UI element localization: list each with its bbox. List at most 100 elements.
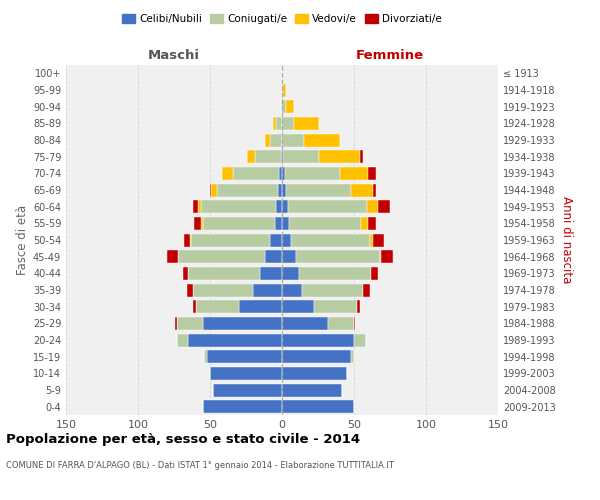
Bar <box>188 334 282 346</box>
Bar <box>380 250 382 263</box>
Bar <box>283 150 319 163</box>
Bar <box>282 234 290 246</box>
Bar <box>260 267 282 280</box>
Bar <box>204 350 207 363</box>
Bar <box>178 250 265 263</box>
Bar <box>191 234 271 246</box>
Bar <box>274 117 276 130</box>
Bar <box>193 300 196 313</box>
Bar <box>285 167 340 180</box>
Bar <box>367 200 379 213</box>
Bar <box>217 184 278 196</box>
Bar <box>354 334 365 346</box>
Bar <box>351 184 373 196</box>
Bar <box>282 384 343 396</box>
Bar <box>357 300 360 313</box>
Bar <box>221 167 233 180</box>
Bar <box>282 300 314 313</box>
Bar <box>283 84 286 96</box>
Bar <box>282 184 286 196</box>
Bar <box>302 284 362 296</box>
Bar <box>371 267 379 280</box>
Bar <box>282 217 289 230</box>
Bar <box>282 84 283 96</box>
Bar <box>278 184 282 196</box>
Bar <box>199 200 202 213</box>
Bar <box>360 150 362 163</box>
Bar <box>265 250 282 263</box>
Bar <box>282 267 299 280</box>
Bar <box>328 317 354 330</box>
Bar <box>182 267 188 280</box>
Text: Femmine: Femmine <box>356 48 424 62</box>
Bar <box>175 317 177 330</box>
Bar <box>184 234 190 246</box>
Bar <box>282 317 328 330</box>
Bar <box>193 284 253 296</box>
Bar <box>354 317 355 330</box>
Bar <box>177 334 188 346</box>
Bar <box>276 200 282 213</box>
Bar <box>202 217 203 230</box>
Bar <box>281 150 282 163</box>
Bar <box>203 317 282 330</box>
Bar <box>193 200 199 213</box>
Bar <box>282 150 283 163</box>
Bar <box>271 234 282 246</box>
Bar <box>368 167 376 180</box>
Bar <box>282 350 351 363</box>
Bar <box>290 234 370 246</box>
Bar <box>187 284 193 296</box>
Bar <box>293 117 319 130</box>
Bar <box>239 300 282 313</box>
Bar <box>282 167 285 180</box>
Bar <box>282 367 347 380</box>
Bar <box>271 134 282 146</box>
Bar <box>282 100 286 113</box>
Bar <box>276 117 282 130</box>
Bar <box>202 200 276 213</box>
Bar <box>196 300 239 313</box>
Bar <box>286 184 351 196</box>
Bar <box>282 334 354 346</box>
Bar <box>288 200 367 213</box>
Y-axis label: Fasce di età: Fasce di età <box>16 205 29 275</box>
Bar <box>299 267 371 280</box>
Bar <box>213 384 282 396</box>
Bar <box>233 167 279 180</box>
Bar <box>282 400 354 413</box>
Bar <box>177 317 203 330</box>
Bar <box>203 400 282 413</box>
Bar <box>210 184 211 196</box>
Bar <box>247 150 254 163</box>
Bar <box>281 100 282 113</box>
Y-axis label: Anni di nascita: Anni di nascita <box>560 196 573 284</box>
Text: COMUNE DI FARRA D'ALPAGO (BL) - Dati ISTAT 1° gennaio 2014 - Elaborazione TUTTIT: COMUNE DI FARRA D'ALPAGO (BL) - Dati IST… <box>6 460 394 469</box>
Bar <box>275 217 282 230</box>
Bar <box>265 134 271 146</box>
Bar <box>253 284 282 296</box>
Bar <box>282 117 293 130</box>
Bar <box>282 284 302 296</box>
Bar <box>289 217 361 230</box>
Bar <box>370 234 373 246</box>
Bar <box>362 284 370 296</box>
Bar <box>361 217 368 230</box>
Bar <box>203 217 275 230</box>
Bar <box>296 250 380 263</box>
Bar <box>379 200 390 213</box>
Bar <box>188 267 260 280</box>
Bar <box>286 100 293 113</box>
Bar <box>351 350 354 363</box>
Bar <box>210 367 282 380</box>
Bar <box>190 234 191 246</box>
Bar <box>314 300 357 313</box>
Text: Popolazione per età, sesso e stato civile - 2014: Popolazione per età, sesso e stato civil… <box>6 432 360 446</box>
Bar <box>382 250 393 263</box>
Bar <box>279 167 282 180</box>
Bar <box>282 200 288 213</box>
Bar <box>340 167 368 180</box>
Bar <box>368 217 376 230</box>
Bar <box>207 350 282 363</box>
Text: Maschi: Maschi <box>148 48 200 62</box>
